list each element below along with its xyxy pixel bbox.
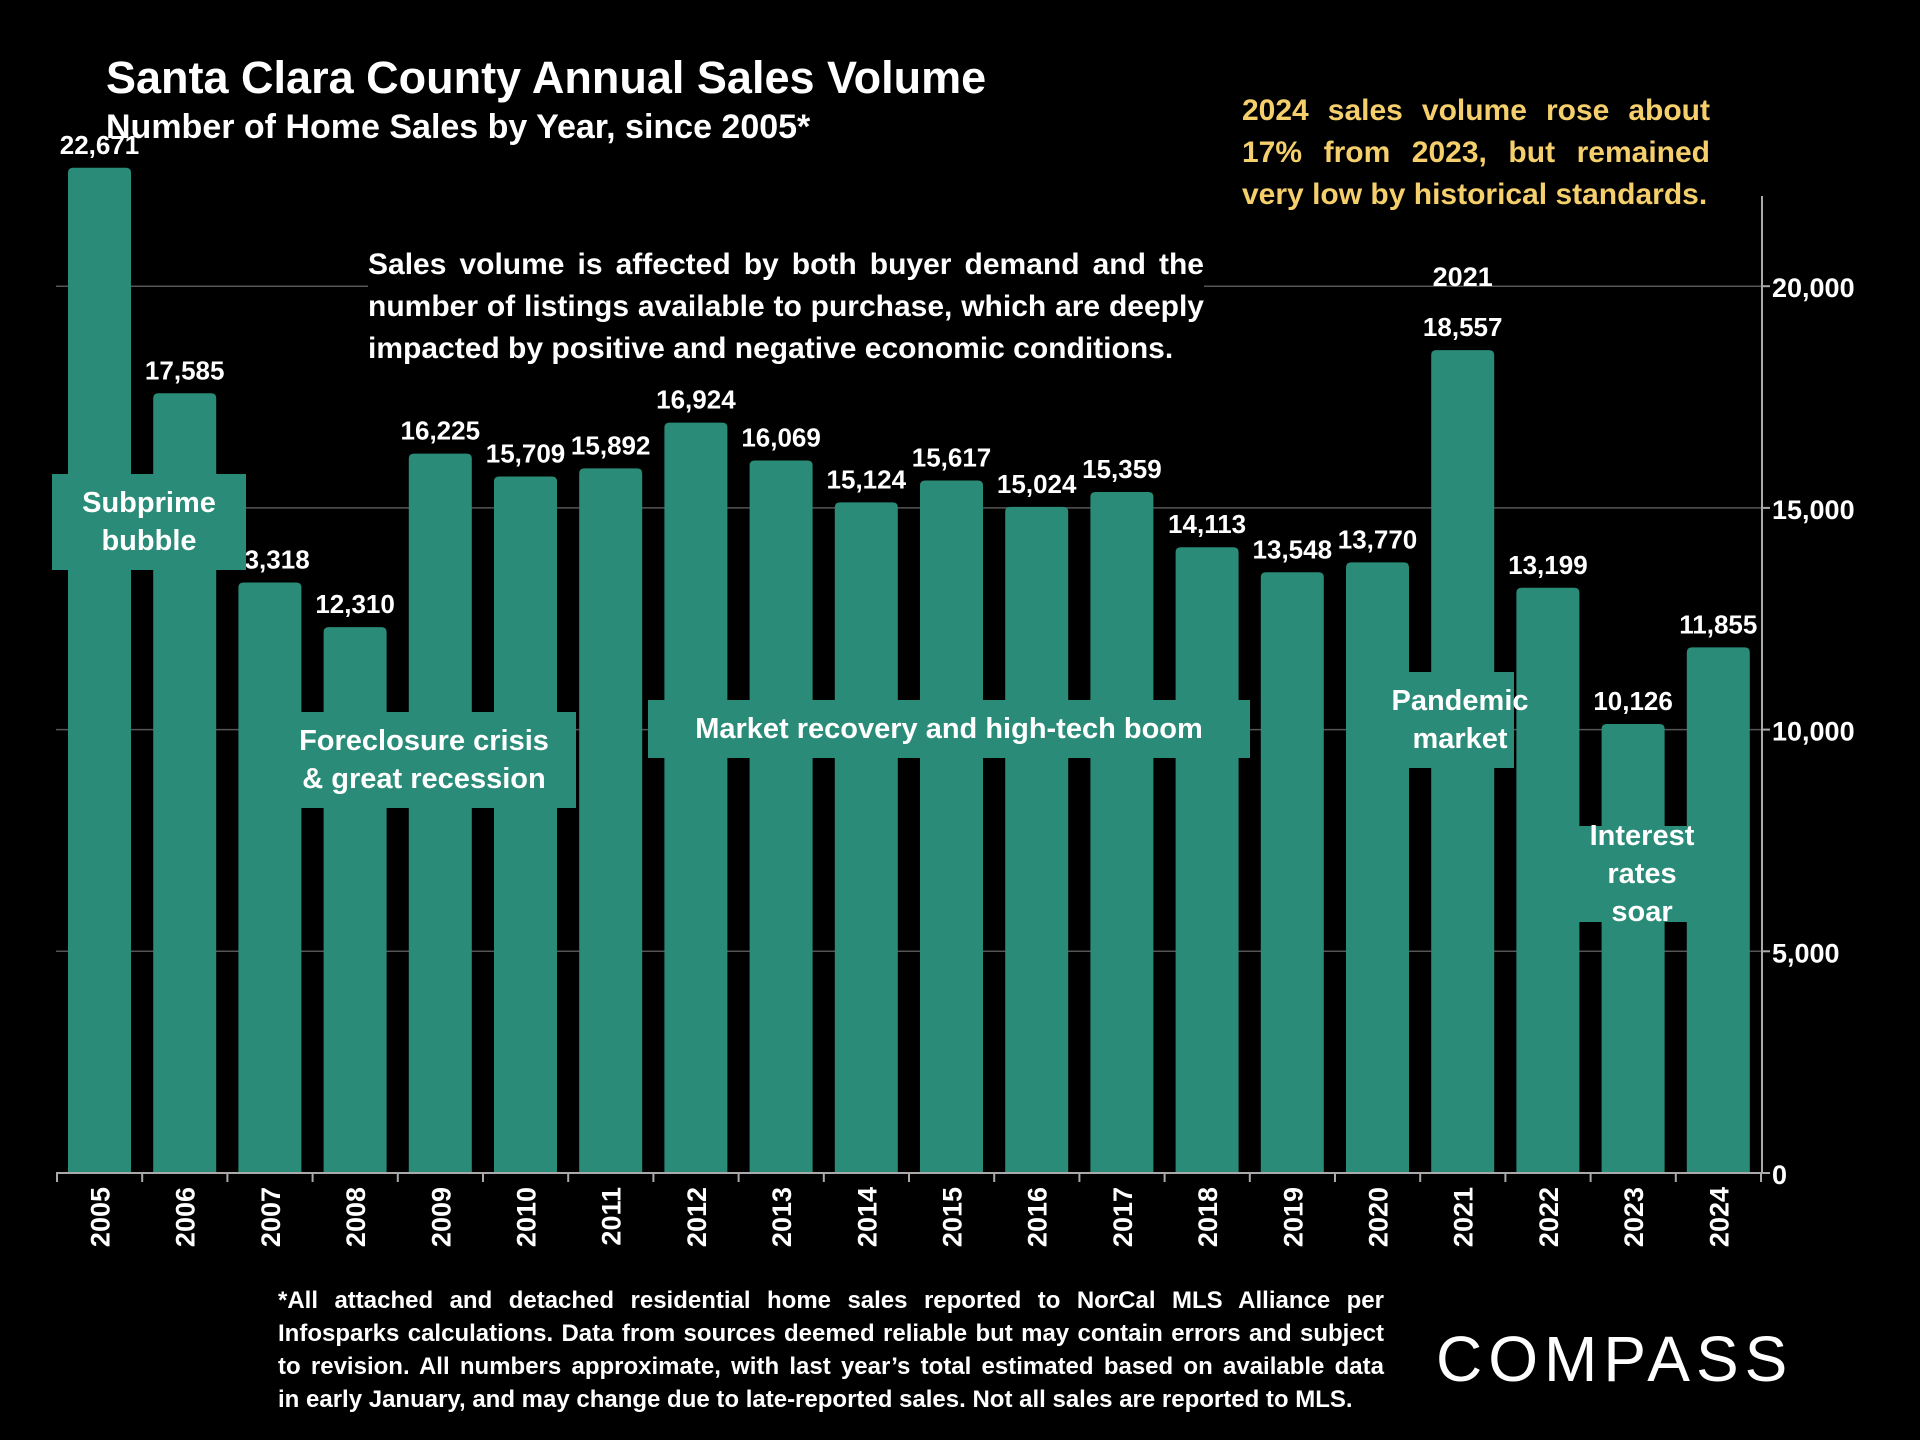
- era-line: & great recession: [302, 763, 546, 795]
- data-label: 16,225: [401, 416, 481, 446]
- era-label-subprime: Subprime bubble: [52, 474, 246, 570]
- bar: [408, 453, 472, 1173]
- compass-logo: COMPASS: [1436, 1323, 1794, 1395]
- footnote-line: in early January, and may change due to …: [278, 1386, 1353, 1413]
- bar: [1260, 572, 1324, 1173]
- x-tick-label: 2020: [1364, 1187, 1394, 1247]
- era-line: Market recovery and high-tech boom: [695, 713, 1203, 745]
- x-tick-label: 2019: [1278, 1187, 1308, 1247]
- data-label: 15,124: [827, 464, 907, 494]
- data-label: 15,359: [1082, 454, 1162, 484]
- bar: [920, 480, 983, 1173]
- highlight-year-label: 2021: [1433, 262, 1493, 292]
- footnote-line: *All attached and detached residential h…: [278, 1287, 1384, 1314]
- y-tick-label: 5,000: [1772, 938, 1840, 968]
- era-line: Foreclosure crisis: [299, 725, 549, 757]
- bar: [1090, 491, 1154, 1173]
- bar: [1686, 647, 1750, 1173]
- data-label: 12,310: [315, 589, 395, 619]
- era-line: Interest: [1589, 820, 1695, 852]
- era-line: bubble: [101, 525, 197, 557]
- x-tick-label: 2013: [767, 1187, 797, 1247]
- era-label-foreclosure: Foreclosure crisis & great recession: [272, 712, 576, 808]
- x-tick-label: 2008: [341, 1187, 371, 1247]
- data-label: 18,557: [1423, 312, 1503, 342]
- x-tick-label: 2022: [1534, 1187, 1564, 1247]
- bar: [1346, 562, 1409, 1173]
- data-label: 17,585: [145, 355, 225, 385]
- data-label: 11,855: [1679, 609, 1757, 639]
- y-tick-label: 15,000: [1772, 495, 1855, 525]
- callout-line: very low by historical standards.: [1242, 178, 1708, 211]
- chart-title: Santa Clara County Annual Sales Volume: [106, 52, 987, 103]
- data-label: 15,709: [486, 438, 566, 468]
- bar: [238, 582, 302, 1173]
- bar: [1175, 547, 1239, 1173]
- callout-line: 17% from 2023, but remained: [1242, 136, 1710, 169]
- data-label: 14,113: [1168, 509, 1246, 539]
- x-tick-label: 2005: [86, 1187, 116, 1247]
- bar: [494, 476, 557, 1173]
- x-tick-label: 2015: [938, 1187, 968, 1247]
- x-tick-label: 2017: [1108, 1187, 1138, 1247]
- era-line: market: [1412, 723, 1508, 755]
- x-tick-label: 2023: [1619, 1187, 1649, 1247]
- note-line: number of listings available to purchase…: [368, 290, 1204, 323]
- callout-2024: 2024 sales volume rose about 17% from 20…: [1242, 90, 1710, 216]
- y-tick-label: 10,000: [1772, 717, 1855, 747]
- data-label: 13,199: [1508, 550, 1588, 580]
- footnote-line: Infosparks calculations. Data from sourc…: [278, 1320, 1384, 1347]
- bar: [68, 167, 131, 1174]
- sales-volume-note: Sales volume is affected by both buyer d…: [368, 240, 1204, 374]
- bar: [834, 502, 898, 1174]
- x-tick-label: 2010: [512, 1187, 542, 1247]
- y-tick-label: 0: [1772, 1160, 1787, 1190]
- x-tick-label: 2006: [171, 1187, 201, 1247]
- era-label-interest-rates: Interest rates soar: [1576, 820, 1708, 928]
- era-label-pandemic: Pandemic market: [1392, 672, 1529, 768]
- footnote-line: to revision. All numbers approximate, wi…: [278, 1353, 1384, 1380]
- x-tick-label: 2016: [1023, 1187, 1053, 1247]
- data-label: 15,892: [571, 430, 651, 460]
- data-label: 16,924: [656, 385, 736, 415]
- data-label: 15,617: [912, 443, 992, 473]
- x-tick-label: 2018: [1193, 1187, 1223, 1247]
- chart-subtitle: Number of Home Sales by Year, since 2005…: [106, 108, 811, 146]
- x-tick-label: 2009: [426, 1187, 456, 1247]
- bar: [749, 460, 813, 1173]
- x-tick-label: 2007: [256, 1187, 286, 1247]
- note-line: Sales volume is affected by both buyer d…: [368, 248, 1204, 281]
- note-line: impacted by positive and negative econom…: [368, 332, 1174, 365]
- bar: [579, 468, 643, 1174]
- bar: [1005, 506, 1069, 1173]
- y-tick-label: 20,000: [1772, 273, 1855, 303]
- era-line: Subprime: [82, 487, 216, 519]
- x-tick-label: 2024: [1704, 1187, 1734, 1247]
- x-tick-label: 2014: [852, 1187, 882, 1247]
- era-line: rates soar: [1607, 858, 1677, 928]
- data-label: 10,126: [1593, 686, 1673, 716]
- data-label: 15,024: [997, 469, 1077, 499]
- footnote: *All attached and detached residential h…: [278, 1284, 1384, 1416]
- era-label-recovery: Market recovery and high-tech boom: [648, 700, 1250, 758]
- data-label: 13,770: [1338, 524, 1418, 554]
- bar: [323, 627, 387, 1173]
- data-label: 16,069: [741, 422, 821, 452]
- x-tick-label: 2012: [682, 1187, 712, 1247]
- x-tick-label: 2021: [1449, 1187, 1479, 1247]
- bar: [1516, 587, 1580, 1173]
- bar: [153, 393, 217, 1173]
- x-tick-label: 2011: [597, 1187, 627, 1246]
- callout-line: 2024 sales volume rose about: [1242, 94, 1710, 127]
- bar: [1601, 724, 1665, 1173]
- data-label: 22,671: [60, 130, 140, 160]
- era-line: Pandemic: [1391, 685, 1529, 717]
- bar: [664, 422, 728, 1173]
- data-label: 13,548: [1253, 534, 1333, 564]
